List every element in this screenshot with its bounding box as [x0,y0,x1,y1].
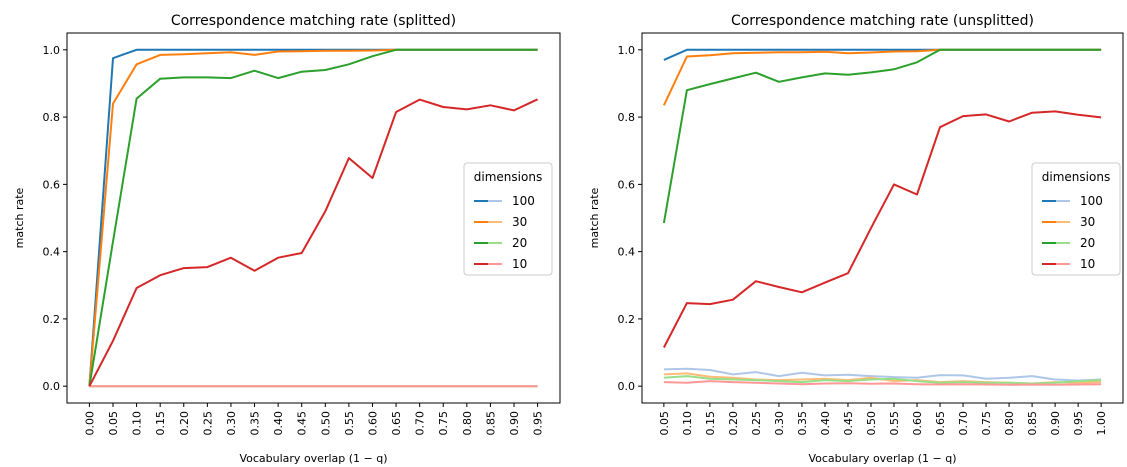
x-tick-label: 0.35 [249,411,262,436]
y-tick-label: 0.8 [43,111,61,124]
y-tick-label: 0.2 [43,313,61,326]
x-tick-label: 0.70 [957,411,970,436]
x-tick-label: 0.35 [796,411,809,436]
legend-title: dimensions [474,170,542,184]
x-tick-label: 0.70 [414,411,427,436]
legend-title: dimensions [1042,170,1110,184]
y-tick-label: 0.6 [43,178,61,191]
x-tick-label: 0.05 [107,411,120,436]
x-tick-label: 0.20 [727,411,740,436]
x-tick-label: 0.80 [1003,411,1016,436]
x-tick-label: 0.10 [681,411,694,436]
chart-title: Correspondence matching rate (unsplitted… [731,13,1034,29]
series-line-20-dark [662,48,1102,224]
y-tick-label: 0.0 [43,380,61,393]
chart-splitted: Correspondence matching rate (splitted) 0… [13,13,561,465]
series-line-20-light [663,375,1102,385]
x-tick-label: 0.30 [225,411,238,436]
legend-box [463,162,553,276]
x-tick-label: 0.55 [888,411,901,436]
legend-label-100: 100 [512,194,535,208]
y-tick-label: 1.0 [43,44,61,57]
x-tick-label: 0.60 [366,411,379,436]
x-tick-label: 0.65 [934,411,947,436]
y-tick-label: 0.6 [618,178,636,191]
x-tick-label: 0.15 [154,411,167,436]
x-tick-label: 0.45 [842,411,855,436]
legend-label-10: 10 [1080,257,1095,271]
series-line-30-dark [662,48,1102,106]
x-tick-label: 0.80 [461,411,474,436]
x-tick-label: 0.25 [750,411,763,436]
x-tick-label: 0.25 [201,411,214,436]
x-tick-label: 0.55 [343,411,356,436]
x-tick-label: 1.00 [1095,411,1108,436]
series-line-100-light [663,367,1102,382]
y-tick-label: 0.0 [618,380,636,393]
x-axis-label: Vocabulary overlap (1 − q) [239,452,387,465]
x-tick-label: 0.40 [272,411,285,436]
x-tick-label: 0.15 [704,411,717,436]
legend-label-20: 20 [512,236,527,250]
x-tick-label: 0.50 [865,411,878,436]
plot-frame [66,32,561,404]
legend-box [1031,162,1121,276]
legend-label-30: 30 [512,215,527,229]
x-tick-label: 0.95 [532,411,545,436]
x-tick-label: 0.10 [131,411,144,436]
legend-label-10: 10 [512,257,527,271]
x-tick-label: 0.75 [437,411,450,436]
y-tick-label: 1.0 [618,44,636,57]
y-tick-label: 0.4 [618,246,636,259]
x-tick-label: 0.40 [819,411,832,436]
legend-label-100: 100 [1080,194,1103,208]
x-tick-label: 0.95 [1072,411,1085,436]
y-tick-label: 0.4 [43,246,61,259]
x-tick-label: 0.50 [319,411,332,436]
legend-label-20: 20 [1080,236,1095,250]
x-tick-label: 0.90 [1049,411,1062,436]
x-tick-label: 0.00 [83,411,96,436]
legend-label-30: 30 [1080,215,1095,229]
x-tick-label: 0.65 [390,411,403,436]
x-tick-label: 0.05 [658,411,671,436]
x-tick-label: 0.75 [980,411,993,436]
x-tick-label: 0.90 [508,411,521,436]
series-line-20-dark [88,48,538,387]
x-tick-label: 0.85 [484,411,497,436]
series-line-10-dark [663,110,1102,348]
plot-frame [641,32,1124,404]
x-axis-label: Vocabulary overlap (1 − q) [808,452,956,465]
y-tick-label: 0.8 [618,111,636,124]
x-tick-label: 0.45 [296,411,309,436]
series-line-10-dark [88,98,539,387]
chart-unsplitted: Correspondence matching rate (unsplitted… [588,13,1124,465]
series-line-10-light [663,380,1102,386]
y-tick-label: 0.2 [618,313,636,326]
x-tick-label: 0.30 [773,411,786,436]
x-tick-label: 0.60 [911,411,924,436]
y-axis-label: match rate [13,187,26,248]
y-axis-label: match rate [588,187,601,248]
chart-title: Correspondence matching rate (splitted) [171,13,456,29]
x-tick-label: 0.20 [178,411,191,436]
x-tick-label: 0.85 [1026,411,1039,436]
